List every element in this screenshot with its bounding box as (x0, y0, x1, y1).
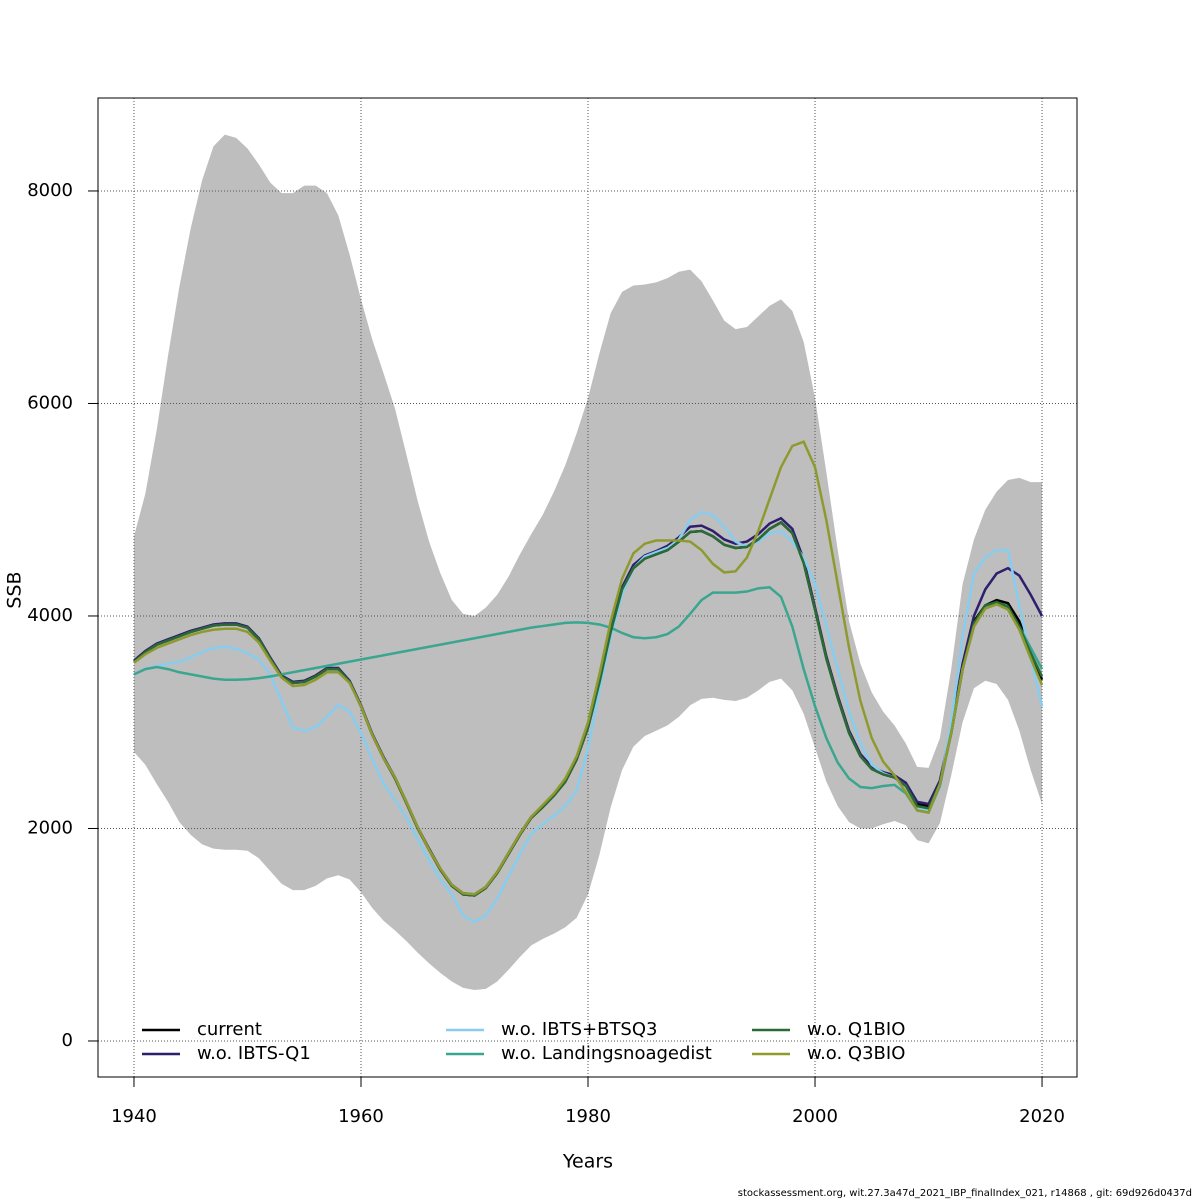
x-tick-label: 1940 (111, 1106, 157, 1127)
legend-label: w.o. IBTS-Q1 (197, 1043, 311, 1064)
plot-frame (97, 97, 1078, 1078)
legend-label: w.o. Q3BIO (807, 1043, 905, 1064)
y-tick-label: 6000 (27, 392, 73, 413)
x-tick-label: 1960 (338, 1106, 384, 1127)
x-axis-label: Years (562, 1151, 613, 1173)
y-tick-label: 2000 (27, 817, 73, 838)
y-tick-label: 0 (62, 1030, 73, 1051)
x-tick-label: 2000 (792, 1106, 838, 1127)
y-tick-label: 8000 (27, 180, 73, 201)
y-tick-label: 4000 (27, 605, 73, 626)
legend-label: w.o. Q1BIO (807, 1019, 905, 1040)
x-tick-label: 1980 (565, 1106, 611, 1127)
legend-label: w.o. Landingsnoagedist (501, 1043, 712, 1064)
series-line (133, 440, 1044, 896)
x-tick-label: 2020 (1019, 1106, 1065, 1127)
series-line (133, 520, 1044, 897)
confidence-band (133, 134, 1043, 990)
y-axis-label: SSB (4, 571, 26, 608)
footer: stockassessment.org, wit.27.3a47d_2021_I… (738, 1188, 1192, 1199)
series-line (133, 585, 1044, 814)
legend-label: current (197, 1019, 262, 1040)
legend-label: w.o. IBTS+BTSQ3 (501, 1019, 657, 1040)
